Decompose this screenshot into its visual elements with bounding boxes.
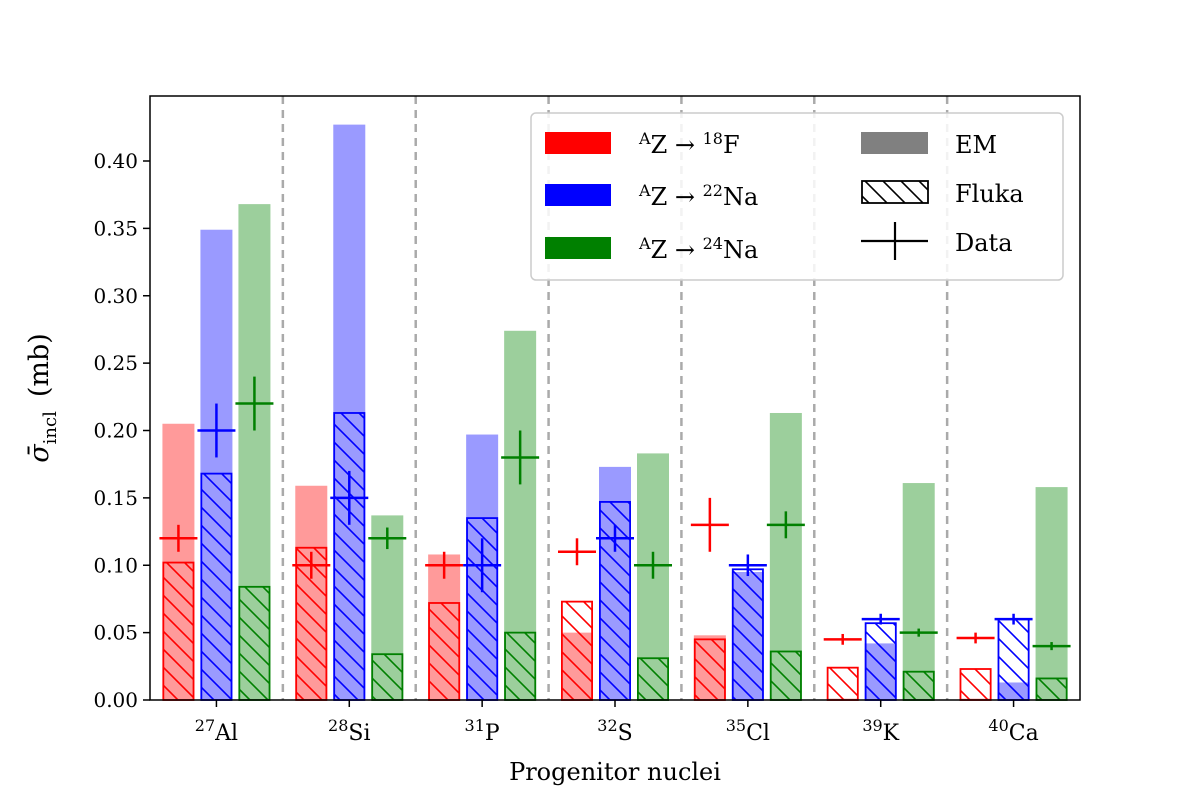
legend-em-label: EM (955, 131, 997, 159)
fluka-bar (504, 631, 537, 701)
x-tick-label: 40Ca (988, 716, 1038, 746)
legend-frame (530, 112, 1064, 281)
x-tick-mass-number: 28 (328, 716, 348, 735)
fluka-bar (1035, 677, 1068, 701)
legend-em-swatch (861, 132, 928, 154)
legend-product-mass: 18 (703, 129, 723, 148)
fluka-bar (902, 670, 935, 701)
fluka-bar (731, 568, 764, 701)
y-tick-label: 0.40 (93, 149, 138, 173)
legend-product: Na (723, 183, 758, 211)
x-tick-element-symbol: K (883, 721, 900, 746)
fluka-bar (826, 666, 859, 701)
legend-mass-sup: A (638, 181, 651, 200)
x-tick-mass-number: 32 (597, 716, 617, 735)
y-tick-label: 0.10 (93, 553, 138, 577)
x-tick-label: 31P (465, 716, 500, 746)
em-bar (1035, 487, 1068, 700)
y-axis-ticks: 0.00 0.05 0.10 0.15 0.20 0.25 0.30 0.35 0.40 (93, 149, 150, 712)
x-tick-element-symbol: Si (348, 721, 370, 746)
y-tick-label: 0.00 (93, 688, 138, 712)
legend-product: F (723, 131, 740, 159)
legend-reaction: Z → (651, 131, 703, 159)
legend-series-label: AZ → 24Na (638, 234, 758, 264)
data-points (159, 376, 1071, 651)
y-axis-subscript: incl (40, 411, 61, 444)
legend-reaction: Z → (651, 183, 703, 211)
legend-data-label: Data (955, 229, 1013, 257)
fluka-bar (238, 585, 271, 701)
legend-product: Na (723, 236, 758, 264)
fluka-bar (959, 668, 992, 701)
x-tick-mass-number: 35 (726, 716, 746, 735)
y-axis-title: σ̄incl (mb) (24, 333, 61, 463)
y-tick-label: 0.30 (93, 284, 138, 308)
legend-swatch (545, 184, 611, 206)
fluka-bar (637, 657, 670, 701)
x-tick-label: 39K (862, 716, 899, 746)
x-tick-mass-number: 27 (195, 716, 215, 735)
legend-swatch (545, 237, 611, 259)
fluka-bar (693, 638, 726, 701)
x-tick-element-symbol: P (485, 721, 500, 746)
legend-product-mass: 24 (703, 234, 723, 253)
legend-fluka-label: Fluka (955, 180, 1024, 208)
legend-series-label: AZ → 22Na (638, 181, 758, 211)
y-tick-label: 0.15 (93, 486, 138, 510)
y-tick-label: 0.25 (93, 351, 138, 375)
y-axis-unit: (mb) (24, 333, 55, 397)
fluka-bar (428, 602, 461, 701)
x-tick-label: 27Al (195, 716, 238, 746)
y-tick-label: 0.20 (93, 419, 138, 443)
x-tick-mass-number: 31 (465, 716, 485, 735)
y-tick-label: 0.05 (93, 621, 138, 645)
x-tick-mass-number: 39 (862, 716, 882, 735)
fluka-bar (371, 653, 404, 701)
legend-style-entries: EM Fluka Data (861, 131, 1024, 260)
x-tick-label: 28Si (328, 716, 370, 746)
x-tick-element-symbol: Cl (746, 721, 770, 746)
em-bar (902, 483, 935, 700)
legend-mass-sup: A (638, 129, 651, 148)
x-tick-mass-number: 40 (988, 716, 1008, 735)
legend-product-mass: 22 (703, 181, 723, 200)
x-axis-ticks: 27Al 28Si 31P 32S 35Cl 39K 40Ca (195, 700, 1039, 746)
y-axis-symbol: σ̄ (24, 443, 55, 463)
legend-fluka-swatch (861, 180, 929, 204)
x-tick-label: 32S (597, 716, 632, 746)
fluka-bar (162, 561, 195, 701)
y-tick-label: 0.35 (93, 216, 138, 240)
fluka-bar (769, 650, 802, 701)
x-axis-title: Progenitor nuclei (509, 758, 721, 786)
legend-reaction: Z → (651, 236, 703, 264)
fluka-bar (561, 600, 594, 701)
x-tick-label: 35Cl (726, 716, 770, 746)
fluka-bar (997, 618, 1030, 701)
fluka-bar (864, 622, 897, 701)
legend-series-label: AZ → 18F (638, 129, 740, 159)
legend-swatch (545, 132, 611, 154)
fluka-bar (333, 412, 366, 701)
svg-text:σ̄incl(mb): σ̄incl (mb) (24, 333, 61, 463)
fluka-bar (200, 472, 233, 701)
x-tick-element-symbol: S (618, 721, 633, 746)
x-tick-element-symbol: Al (214, 721, 238, 746)
legend-mass-sup: A (638, 234, 651, 253)
x-tick-element-symbol: Ca (1009, 721, 1039, 746)
